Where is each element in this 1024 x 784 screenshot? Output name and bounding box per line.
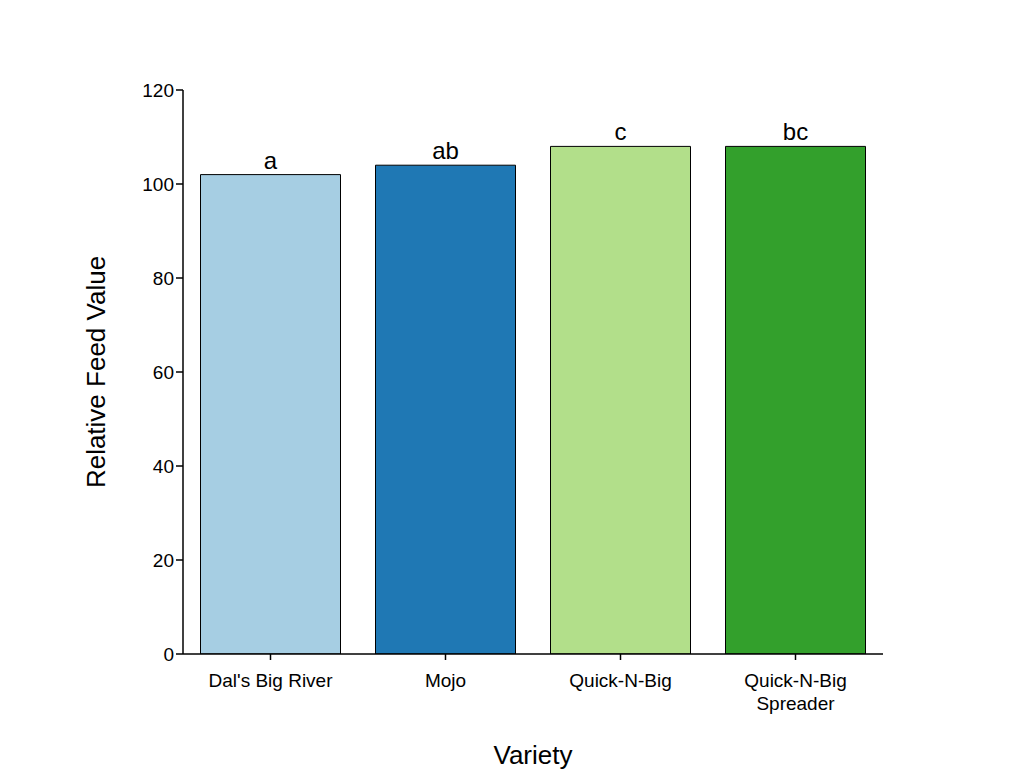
svg-text:ab: ab: [432, 137, 459, 164]
svg-text:0: 0: [163, 644, 174, 665]
svg-text:a: a: [264, 147, 278, 174]
svg-text:80: 80: [153, 268, 174, 289]
svg-text:Relative Feed Value: Relative Feed Value: [81, 256, 111, 488]
svg-text:Dal's Big River: Dal's Big River: [209, 670, 334, 691]
svg-text:20: 20: [153, 550, 174, 571]
svg-text:Mojo: Mojo: [425, 670, 466, 691]
svg-text:100: 100: [142, 174, 174, 195]
svg-text:bc: bc: [783, 118, 808, 145]
svg-text:40: 40: [153, 456, 174, 477]
svg-text:Variety: Variety: [494, 740, 573, 770]
svg-text:60: 60: [153, 362, 174, 383]
svg-text:c: c: [615, 118, 627, 145]
svg-text:Quick-N-Big: Quick-N-Big: [569, 670, 671, 691]
svg-text:120: 120: [142, 80, 174, 101]
svg-text:Quick-N-BigSpreader: Quick-N-BigSpreader: [744, 670, 846, 714]
